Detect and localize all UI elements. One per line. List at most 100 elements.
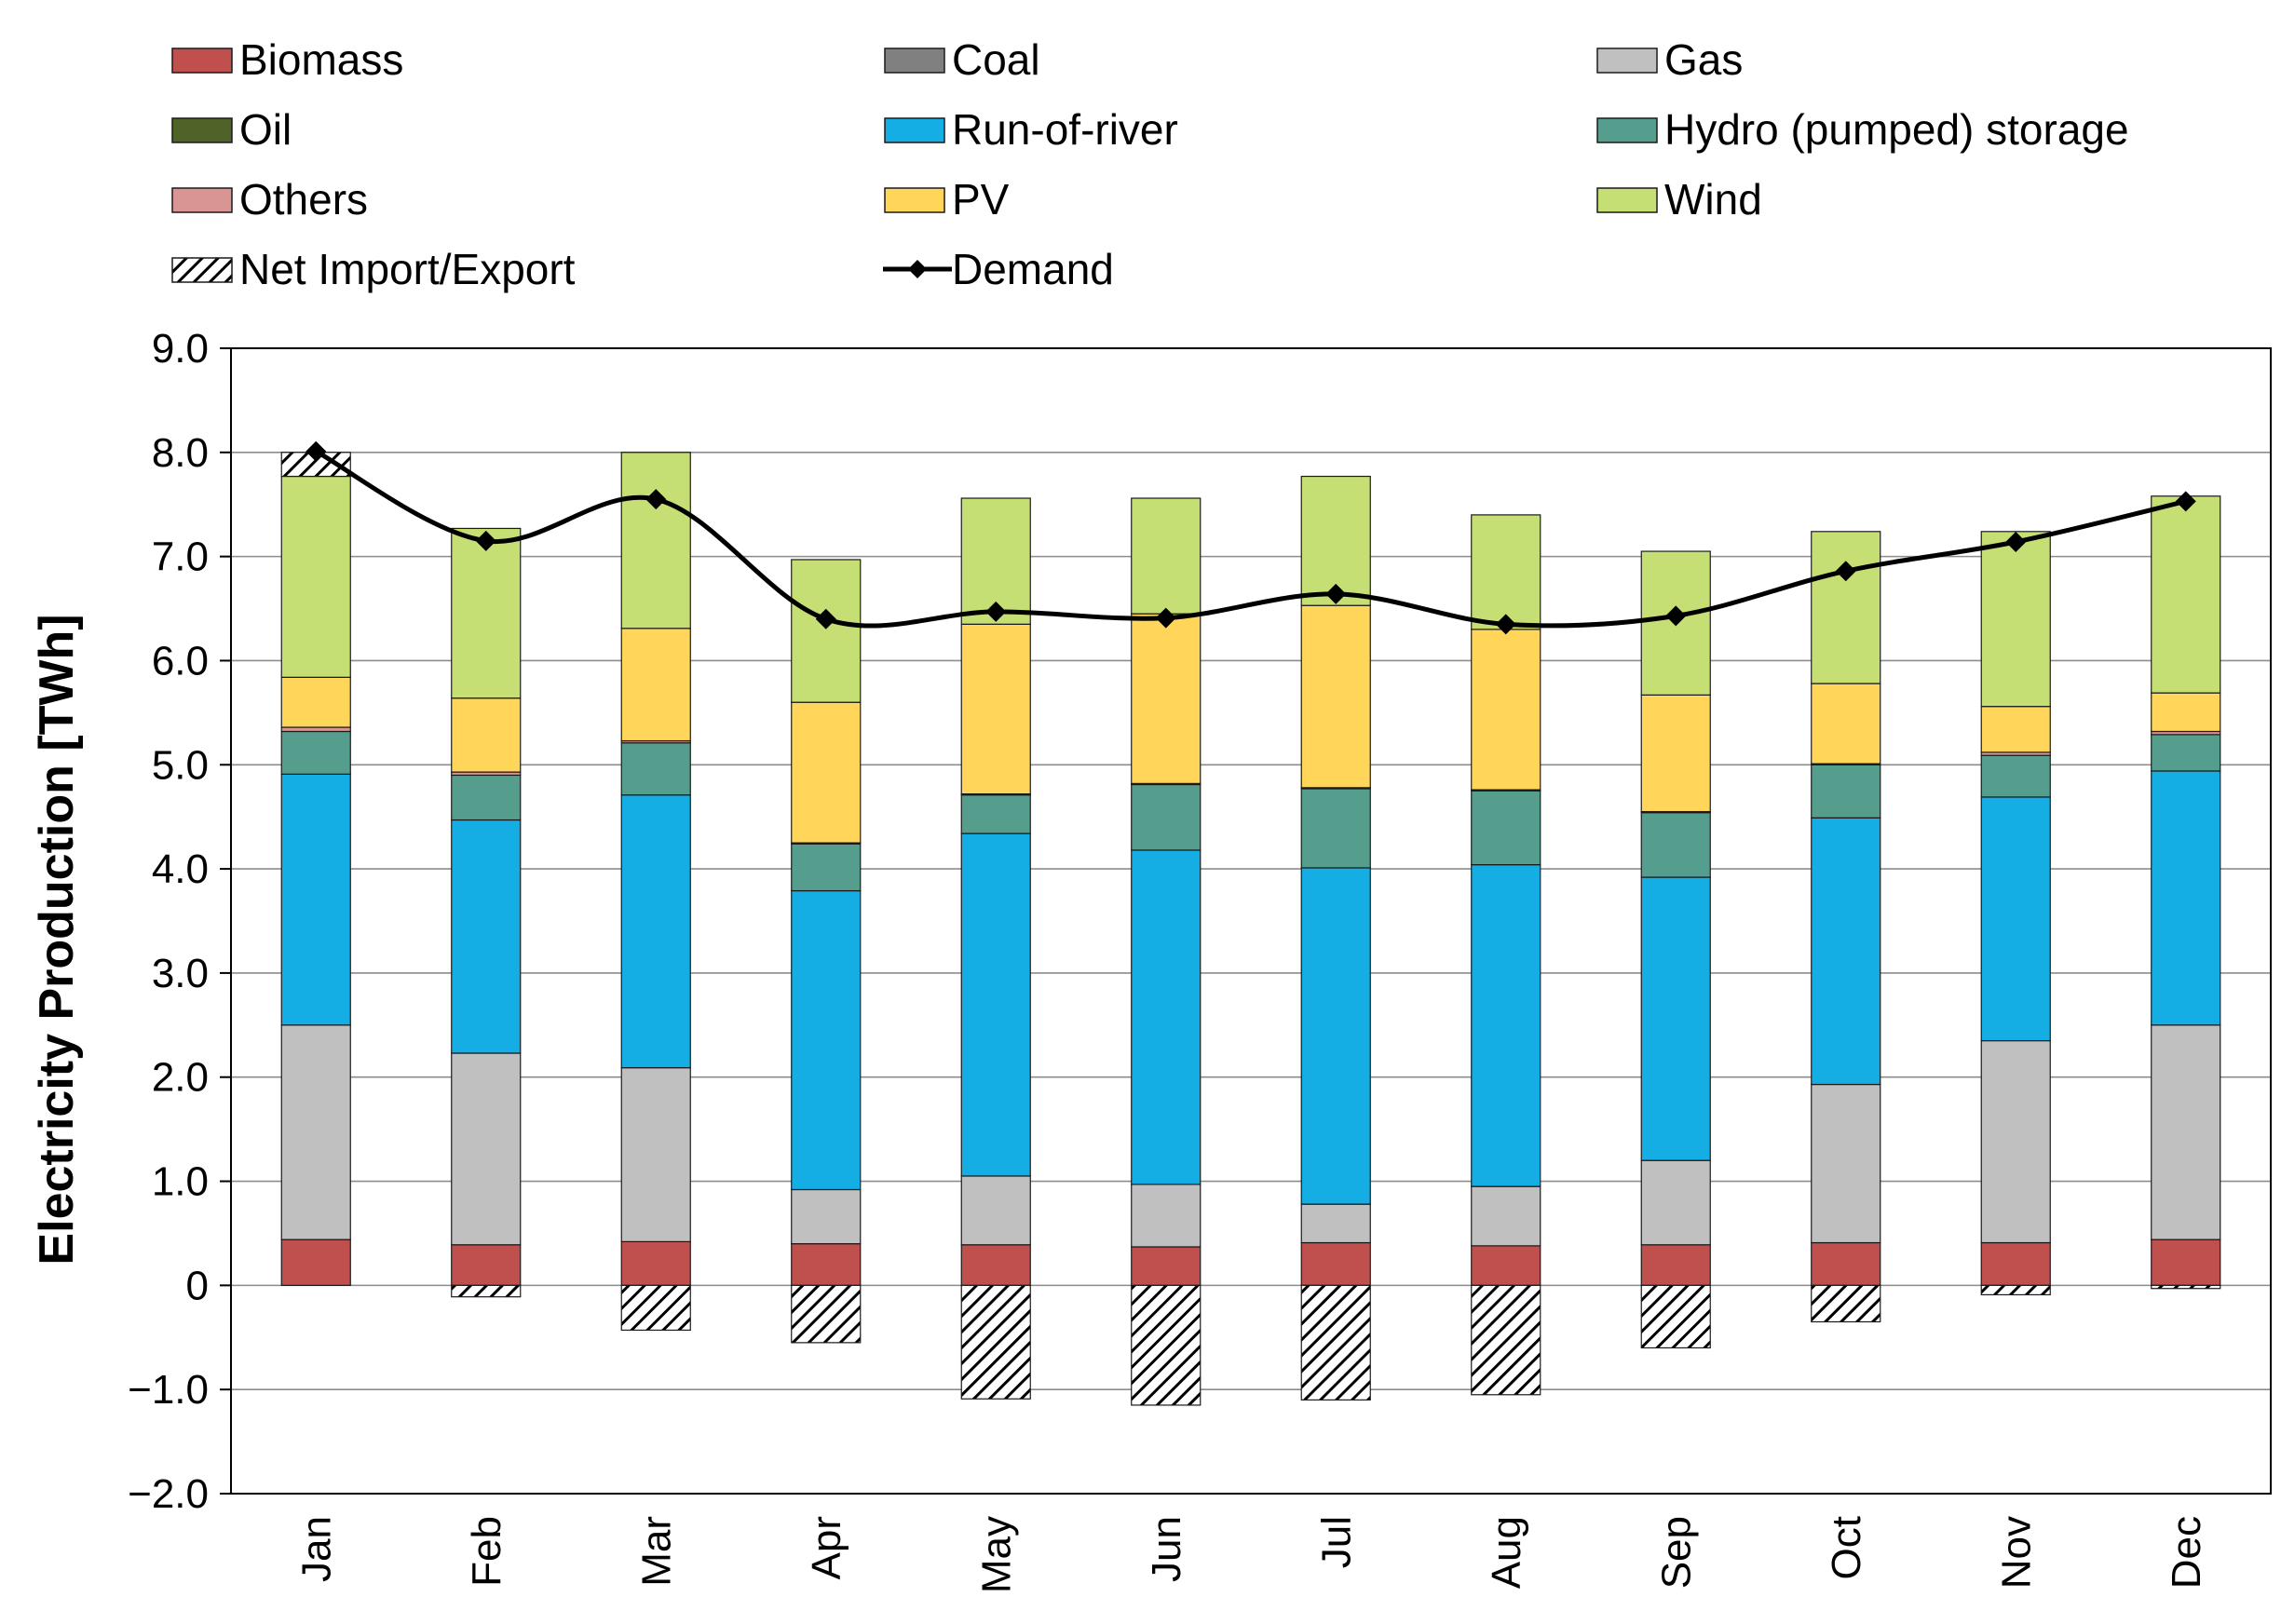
bar-run-of-river-may <box>960 832 1031 1177</box>
bar-net-import-export-feb <box>451 1284 522 1298</box>
bar-hydro-pumped-storage-may <box>960 794 1031 834</box>
legend-swatch-biomass <box>171 47 233 74</box>
legend-swatch-net-import-export <box>171 257 233 283</box>
bar-wind-nov <box>1980 531 2051 708</box>
bar-hydro-pumped-storage-aug <box>1471 790 1541 866</box>
x-tick-label: Nov <box>1993 1516 2039 1589</box>
bar-net-import-export-apr <box>791 1284 862 1344</box>
bar-net-import-export-jun <box>1131 1284 1202 1406</box>
legend-swatch-gas <box>1596 47 1658 74</box>
bar-run-of-river-nov <box>1980 796 2051 1042</box>
bar-hydro-pumped-storage-sep <box>1640 812 1711 878</box>
legend-label-net-import-export: Net Import/Export <box>239 245 576 293</box>
demand-point-oct <box>1835 561 1856 582</box>
bar-others-jan <box>280 726 351 733</box>
legend-swatch-hydro-pumped-storage <box>1596 117 1658 143</box>
bar-biomass-mar <box>620 1240 691 1286</box>
bar-pv-jan <box>280 676 351 728</box>
bar-run-of-river-apr <box>791 889 862 1191</box>
demand-line <box>315 449 2187 629</box>
bar-gas-nov <box>1980 1039 2051 1244</box>
bar-run-of-river-sep <box>1640 876 1711 1161</box>
bar-run-of-river-jun <box>1131 849 1202 1185</box>
legend-swatch-others <box>171 187 233 213</box>
legend-swatch-wind <box>1596 187 1658 213</box>
x-tick-label: Dec <box>2164 1516 2209 1589</box>
demand-point-nov <box>2005 531 2027 552</box>
demand-point-jan <box>305 440 327 462</box>
bar-pv-apr <box>791 701 862 844</box>
y-tick-label: 1.0 <box>152 1159 209 1205</box>
bar-wind-feb <box>451 527 522 699</box>
bar-gas-sep <box>1640 1159 1711 1246</box>
bar-hydro-pumped-storage-jun <box>1131 783 1202 851</box>
legend-label-pv: PV <box>952 175 1010 223</box>
x-tick-label: Jul <box>1313 1516 1359 1568</box>
legend-label-oil: Oil <box>239 105 292 154</box>
bar-pv-dec <box>2151 692 2221 733</box>
y-tick-label: 2.0 <box>152 1055 209 1101</box>
y-tick-label: 6.0 <box>152 638 209 683</box>
demand-point-sep <box>1665 605 1687 627</box>
legend-label-demand: Demand <box>952 245 1114 293</box>
bar-biomass-jul <box>1300 1241 1371 1286</box>
legend-swatch-oil <box>171 117 233 143</box>
y-tick-label: 0 <box>186 1263 209 1308</box>
x-tick-label: Oct <box>1824 1516 1869 1579</box>
bar-run-of-river-jul <box>1300 867 1371 1205</box>
legend-swatch-pv <box>884 187 945 213</box>
x-tick-label: Jun <box>1144 1516 1189 1582</box>
bar-run-of-river-mar <box>620 794 691 1069</box>
bar-gas-oct <box>1811 1083 1881 1244</box>
bar-net-import-export-aug <box>1471 1284 1541 1396</box>
demand-point-dec <box>2175 491 2196 512</box>
bar-hydro-pumped-storage-nov <box>1980 754 2051 798</box>
bar-gas-jan <box>280 1024 351 1240</box>
bar-wind-oct <box>1811 531 1881 684</box>
demand-point-jul <box>1325 583 1347 604</box>
bar-net-import-export-oct <box>1811 1284 1881 1323</box>
bar-biomass-feb <box>451 1244 522 1286</box>
x-tick-label: Jan <box>293 1516 339 1582</box>
bar-gas-mar <box>620 1067 691 1243</box>
y-tick-label: 8.0 <box>152 430 209 476</box>
bar-hydro-pumped-storage-mar <box>620 742 691 796</box>
bar-net-import-export-dec <box>2151 1284 2221 1290</box>
bar-biomass-sep <box>1640 1244 1711 1286</box>
bar-hydro-pumped-storage-jan <box>280 730 351 775</box>
bar-wind-jan <box>280 475 351 678</box>
bar-gas-apr <box>791 1188 862 1245</box>
y-axis-label: Electricity Production [TWh] <box>30 614 84 1265</box>
bar-wind-jun <box>1131 497 1202 615</box>
plot-area: 9.0 8.0 7.0 6.0 5.0 4.0 3.0 2.0 1.0 0 −1.0 −2.0 Elec… <box>30 326 2272 1593</box>
bar-net-import-export-may <box>960 1284 1031 1400</box>
bar-run-of-river-jan <box>280 773 351 1026</box>
y-tick-label: −2.0 <box>128 1471 209 1517</box>
bar-gas-jun <box>1131 1184 1202 1248</box>
demand-point-apr <box>815 608 836 629</box>
bar-run-of-river-aug <box>1471 864 1541 1187</box>
legend: Biomass Coal Gas Oil Run-of-river Hydro (pump… <box>171 35 2129 293</box>
bar-hydro-pumped-storage-oct <box>1811 764 1881 819</box>
bar-wind-apr <box>791 559 862 703</box>
bar-gas-dec <box>2151 1024 2221 1240</box>
legend-label-gas: Gas <box>1664 35 1743 84</box>
legend-label-biomass: Biomass <box>239 35 403 84</box>
bar-pv-may <box>960 623 1031 795</box>
bar-pv-jul <box>1300 604 1371 789</box>
bar-pv-sep <box>1640 694 1711 813</box>
bar-biomass-dec <box>2151 1238 2221 1286</box>
x-tick-label: Mar <box>633 1516 679 1587</box>
bar-pv-feb <box>451 697 522 773</box>
y-tick-label: 7.0 <box>152 535 209 580</box>
y-tick-label: 4.0 <box>152 846 209 892</box>
bar-wind-dec <box>2151 495 2221 694</box>
bar-wind-aug <box>1471 514 1541 630</box>
x-tick-label: Apr <box>804 1516 849 1579</box>
bar-biomass-jun <box>1131 1246 1202 1286</box>
bar-biomass-aug <box>1471 1245 1541 1286</box>
legend-label-wind: Wind <box>1664 175 1762 223</box>
bar-gas-aug <box>1471 1185 1541 1247</box>
legend-marker-demand <box>908 260 927 278</box>
bar-wind-mar <box>620 452 691 629</box>
